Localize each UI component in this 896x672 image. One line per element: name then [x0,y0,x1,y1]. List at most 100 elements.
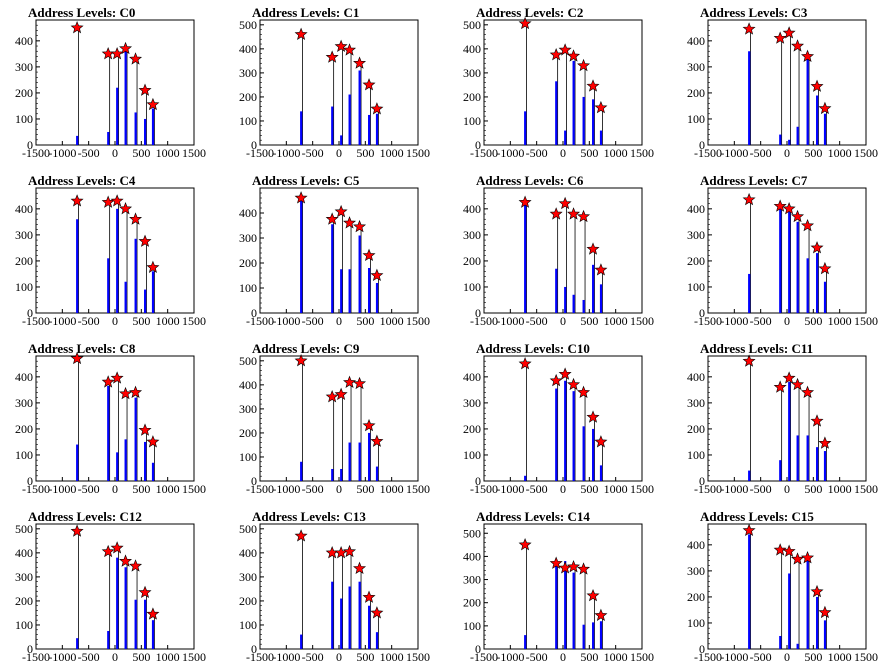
chart-title: Address Levels: C5 [252,174,359,188]
chart-svg: 0 100 200 300 400 -1500-1000 -500 0 500 1000 1500 [224,168,448,336]
bar [592,429,594,481]
x-tick-label: -1500 [246,146,274,160]
bar [300,201,302,314]
chart-svg: 0100200300400500-1500-1000 -500 0 500 1000 15… [224,504,448,672]
peak-star-marker [568,561,579,572]
x-tick-label: -500 [302,482,324,496]
bar [779,460,781,481]
x-tick-label: 1500 [182,650,206,664]
bar [600,131,602,145]
chart-panel: 0 100 200 300 400 -1500 -1000 -500 0 500 1000 1500 A… [672,0,896,168]
x-tick-label: 1500 [630,146,654,160]
peak-star-marker [587,590,598,601]
y-tick-label: 100 [463,619,481,633]
chart-title: Address Levels: C11 [700,342,813,356]
plot-frame [260,20,418,145]
peak-star-marker [111,48,122,59]
y-tick-label: 400 [687,34,705,48]
plot-frame [708,356,866,481]
bar [359,236,361,314]
peak-star-marker [363,79,374,90]
x-tick-label: -1500 [22,314,50,328]
x-tick-label: 1500 [854,314,878,328]
y-tick-label: 300 [239,570,257,584]
peak-star-marker [792,40,803,51]
y-tick-label: 100 [463,114,481,128]
y-tick-label: 100 [239,281,257,295]
chart-panel: 0 100 200 300 400 500 -1500 -1000 -500 0 500 1000 15… [448,0,672,168]
bar [135,239,137,313]
bar [144,442,146,481]
y-tick-label: 200 [463,422,481,436]
peak-star-marker [792,211,803,222]
peak-star-marker [335,40,346,51]
bar [125,567,127,649]
y-tick-label: 200 [239,90,257,104]
bar [564,131,566,145]
bar [76,219,78,313]
plot-frame [260,356,418,481]
plot-frame [36,188,194,313]
bar [359,443,361,481]
peak-star-marker [743,525,754,536]
peak-star-marker [147,99,158,110]
peak-star-marker [587,80,598,91]
peak-star-marker [147,608,158,619]
x-tick-label: -1000 [272,314,300,328]
plot-frame [36,356,194,481]
bar [135,112,137,145]
x-tick-label: 1500 [406,482,430,496]
bar [779,209,781,313]
y-tick-label: 200 [15,594,33,608]
bar [107,631,109,649]
bar [349,269,351,313]
x-tick-label: -500 [750,650,772,664]
chart-title: Address Levels: C6 [476,174,583,188]
y-tick-label: 400 [15,202,33,216]
peak-star-marker [111,372,122,383]
y-tick-label: 200 [239,426,257,440]
x-tick-label: 1500 [854,482,878,496]
bar [376,114,378,145]
x-tick-label: 0 [560,482,566,496]
peak-star-marker [335,547,346,558]
bar [340,269,342,313]
peak-star-marker [550,375,561,386]
plot-frame [260,188,418,313]
x-tick-label: -500 [750,314,772,328]
peak-star-marker [819,607,830,618]
x-tick-label: 1000 [380,482,404,496]
peak-star-marker [774,32,785,43]
x-tick-label: 500 [804,482,822,496]
peak-star-marker [811,242,822,253]
y-tick-label: 200 [15,254,33,268]
peak-star-marker [102,48,113,59]
chart-svg: 0 100 200 300 400 -1500-1000 -500 0 500 1000 1500 [672,336,896,504]
bar [116,88,118,145]
x-tick-label: -1500 [694,314,722,328]
bar [824,451,826,481]
peak-star-marker [743,194,754,205]
peak-star-marker [802,386,813,397]
bar [376,283,378,313]
bar [125,49,127,145]
y-tick-label: 400 [239,546,257,560]
bar [331,469,333,481]
x-tick-label: 1000 [604,146,628,160]
bar [107,386,109,481]
peak-star-marker [111,195,122,206]
x-tick-label: -500 [302,314,324,328]
bar [573,295,575,313]
x-tick-label: 1500 [182,314,206,328]
plot-frame [36,524,194,649]
chart-svg: 0 100 200 300 400 -1500-1000 -500 0 500 1000 1500 [448,336,672,504]
bar [524,204,526,313]
x-tick-label: 500 [132,314,150,328]
x-tick-label: 1000 [604,650,628,664]
peak-star-marker [743,23,754,34]
y-tick-label: 300 [239,231,257,245]
y-tick-label: 500 [463,526,481,540]
x-tick-label: -1500 [694,146,722,160]
bar [300,635,302,649]
peak-star-marker [130,53,141,64]
